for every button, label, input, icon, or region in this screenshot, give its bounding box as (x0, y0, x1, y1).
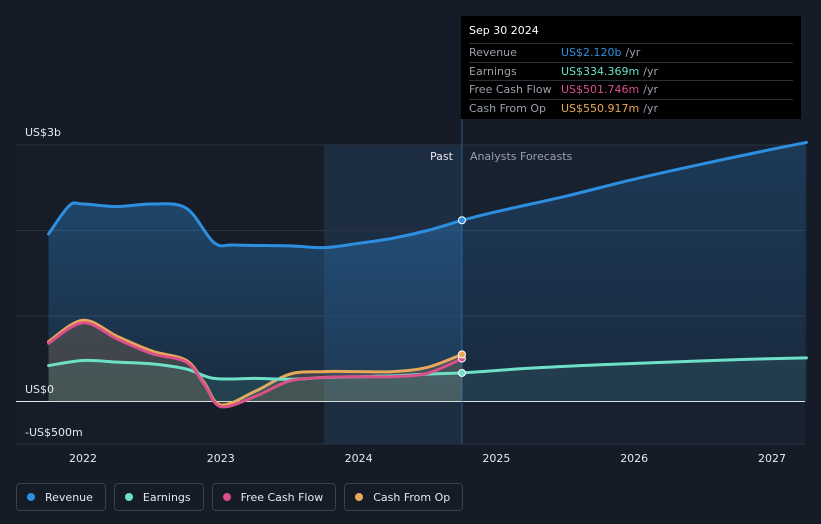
tooltip-row-free-cash-flow: Free Cash Flow US$501.746m /yr (469, 80, 793, 99)
x-axis-tick-label: 2024 (345, 452, 373, 465)
legend-label: Free Cash Flow (240, 490, 324, 504)
legend-item-free-cash-flow[interactable]: Free Cash Flow (211, 483, 337, 511)
x-axis-tick-label: 2026 (620, 452, 648, 465)
revenue-line (47, 201, 464, 250)
tooltip-value: US$2.120b (561, 46, 622, 60)
tooltip-label: Earnings (469, 64, 517, 78)
y-axis-label: US$0 (25, 383, 54, 396)
legend-label: Cash From Op (373, 490, 451, 504)
tooltip-row-earnings: Earnings US$334.369m /yr (469, 61, 793, 81)
forecast-label: Analysts Forecasts (470, 150, 573, 163)
legend-dot-icon (355, 493, 364, 501)
tooltip-unit: /yr (643, 64, 658, 78)
y-axis-label: US$3b (25, 126, 61, 139)
y-axis-label: -US$500m (25, 426, 83, 439)
cash-from-op-line (47, 318, 464, 407)
tooltip-panel: Sep 30 2024 Revenue US$2.120b /yr Earnin… (461, 16, 801, 119)
earnings-area (48, 360, 462, 402)
series-marker-1 (457, 368, 466, 377)
tooltip-value: US$334.369m (561, 64, 640, 78)
tooltip-label: Revenue (469, 46, 517, 60)
tooltip-unit: /yr (643, 101, 658, 115)
cash-from-op-area (48, 320, 462, 406)
x-axis-tick-label: 2025 (482, 452, 510, 465)
legend-item-earnings[interactable]: Earnings (113, 483, 204, 511)
tooltip-unit: /yr (625, 46, 641, 60)
legend-dot-icon (222, 493, 231, 501)
tooltip-value: US$501.746m (561, 83, 640, 97)
earnings-forecast-area (461, 357, 807, 402)
legend-label: Earnings (142, 490, 191, 504)
past-label: Past (430, 150, 454, 163)
revenue-forecast-area (461, 142, 807, 402)
x-axis-tick-label: 2022 (69, 452, 97, 465)
tooltip-row-cash-from-op: Cash From Op US$550.917m /yr (469, 98, 793, 118)
series-marker-3 (457, 350, 466, 359)
earnings-forecast-line (460, 356, 808, 375)
x-axis-tick-label: 2027 (758, 452, 786, 465)
tooltip-date: Sep 30 2024 (469, 24, 539, 37)
series-marker-0 (457, 216, 466, 225)
legend-dot-icon (124, 493, 133, 501)
chart-legend: Revenue Earnings Free Cash Flow Cash Fro… (16, 483, 464, 511)
free-cash-flow-line (47, 321, 464, 409)
tooltip-row-revenue: Revenue US$2.120b /yr (469, 43, 793, 62)
legend-dot-icon (27, 493, 35, 501)
legend-label: Revenue (45, 490, 93, 504)
tooltip-label: Free Cash Flow (469, 83, 552, 97)
revenue-forecast-line (460, 140, 808, 222)
tooltip-unit: /yr (643, 83, 658, 97)
x-axis-tick-label: 2023 (207, 452, 235, 465)
tooltip-value: US$550.917m (561, 101, 640, 115)
legend-item-revenue[interactable]: Revenue (16, 483, 106, 511)
legend-item-cash-from-op[interactable]: Cash From Op (344, 483, 464, 511)
tooltip-label: Cash From Op (469, 101, 547, 115)
